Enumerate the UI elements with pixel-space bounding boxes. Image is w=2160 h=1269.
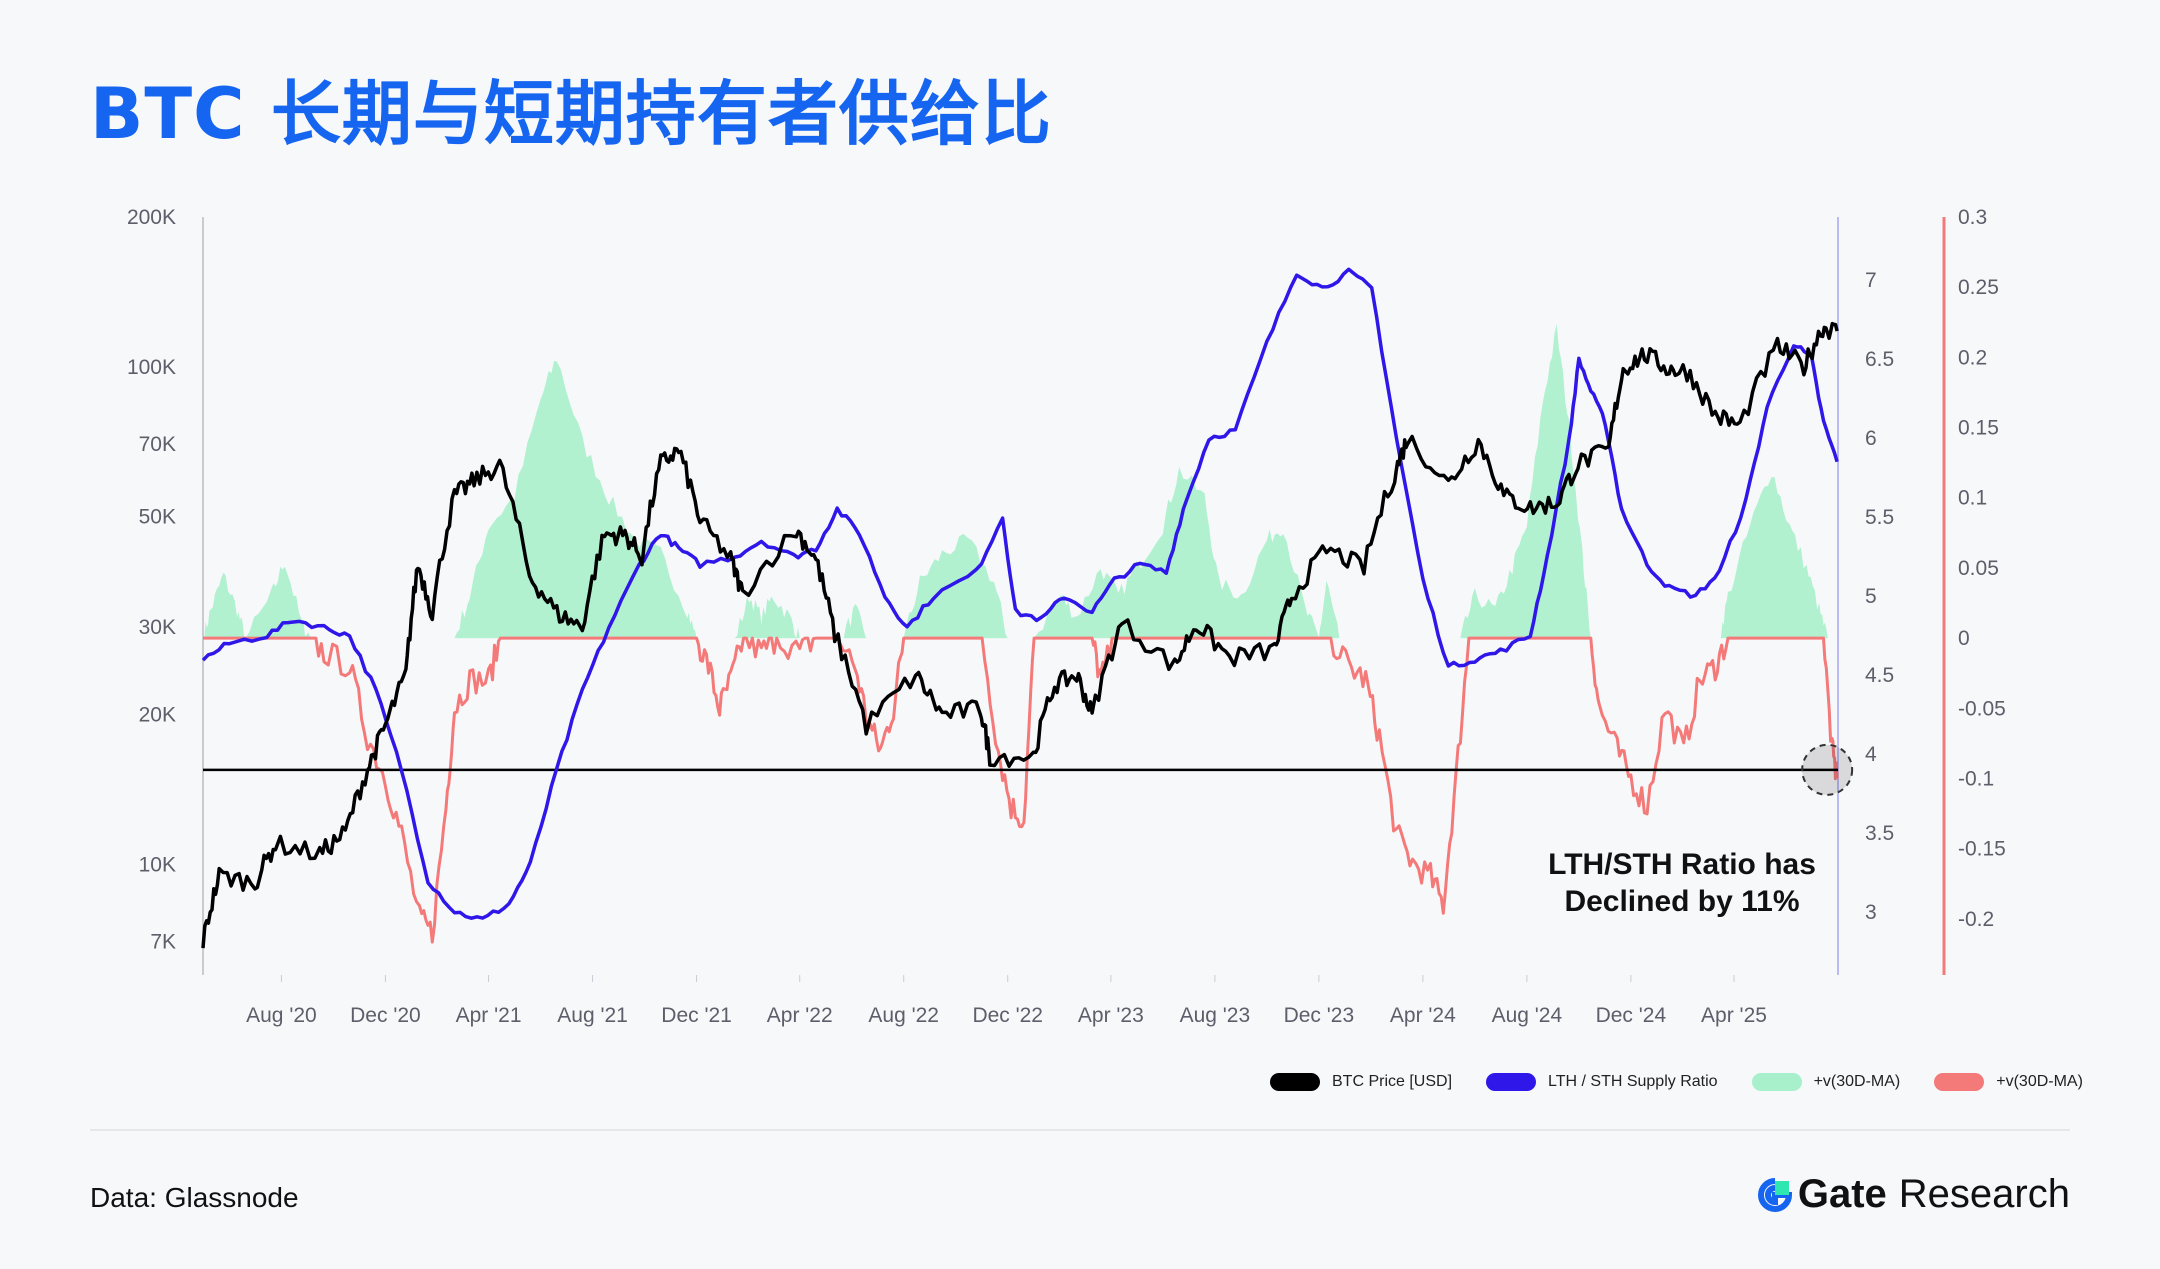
legend-label: +v(30D-MA) xyxy=(1813,1073,1901,1090)
y-middle-tick-label: 3 xyxy=(1865,901,1877,924)
x-tick-label: Apr '21 xyxy=(456,1004,522,1027)
legend-item: +v(30D-MA) xyxy=(1751,1073,1901,1091)
btc-price-line xyxy=(201,321,1839,949)
y-right-tick-label: 0 xyxy=(1958,627,1970,650)
x-tick-label: Aug '23 xyxy=(1180,1004,1251,1027)
negative-line xyxy=(203,636,1839,944)
x-tick-label: Apr '25 xyxy=(1701,1004,1767,1027)
x-tick-label: Dec '21 xyxy=(661,1004,732,1027)
y-left-tick-label: 30K xyxy=(139,616,176,639)
legend-label: +v(30D-MA) xyxy=(1996,1073,2083,1090)
x-tick-label: Dec '24 xyxy=(1596,1004,1667,1027)
positive-area xyxy=(203,323,1828,639)
y-middle-tick-label: 4.5 xyxy=(1865,664,1894,687)
y-right-tick-label: -0.2 xyxy=(1958,908,1994,931)
legend-swatch xyxy=(1486,1073,1537,1091)
annotation-line-1: LTH/STH Ratio has xyxy=(1548,848,1816,881)
x-tick-label: Dec '20 xyxy=(350,1004,421,1027)
y-middle-tick-label: 4 xyxy=(1865,743,1877,766)
x-tick-label: Aug '21 xyxy=(557,1004,628,1027)
y-right-tick-label: 0.05 xyxy=(1958,557,1999,580)
chart-legend: BTC Price [USD] LTH / STH Supply Ratio +v(… xyxy=(1270,1067,2117,1097)
y-left-tick-label: 10K xyxy=(139,854,176,877)
y-left-tick-label: 50K xyxy=(139,506,176,529)
brand-logo: Gate Research xyxy=(1757,1172,2070,1217)
annotation-line-2: Declined by 11% xyxy=(1564,885,1799,918)
legend-swatch xyxy=(1751,1073,1802,1091)
y-left-tick-label: 200K xyxy=(127,206,176,229)
legend-label: BTC Price [USD] xyxy=(1332,1073,1453,1090)
y-right-tick-label: 0.3 xyxy=(1958,206,1987,229)
x-tick-label: Dec '22 xyxy=(972,1004,1043,1027)
legend-label: LTH / STH Supply Ratio xyxy=(1548,1073,1718,1090)
y-right-tick-label: 0.1 xyxy=(1958,487,1987,510)
y-left-tick-label: 20K xyxy=(139,704,176,727)
y-middle-tick-label: 3.5 xyxy=(1865,822,1894,845)
brand-subtitle: Research xyxy=(1898,1172,2070,1216)
gate-logo-icon xyxy=(1757,1177,1792,1212)
y-left-tick-label: 7K xyxy=(150,931,176,954)
y-right-tick-label: 0.25 xyxy=(1958,276,1999,299)
data-source: Data: Glassnode xyxy=(90,1182,299,1213)
x-tick-label: Aug '24 xyxy=(1492,1004,1563,1027)
y-right-tick-label: 0.2 xyxy=(1958,346,1987,369)
legend-item: +v(30D-MA) xyxy=(1934,1073,2083,1091)
y-middle-tick-label: 7 xyxy=(1865,269,1877,292)
x-tick-label: Apr '23 xyxy=(1078,1004,1144,1027)
chart-title: BTC 长期与短期持有者供给比 xyxy=(90,73,1052,155)
y-right-tick-label: 0.15 xyxy=(1958,417,1999,440)
legend-swatch xyxy=(1934,1073,1985,1091)
legend-swatch xyxy=(1270,1073,1320,1091)
lth-sth-ratio-line xyxy=(201,267,1839,920)
legend-item: LTH / STH Supply Ratio xyxy=(1486,1073,1718,1091)
y-left-tick-label: 100K xyxy=(127,356,176,379)
y-right-tick-label: -0.05 xyxy=(1958,697,2006,720)
brand-name: Gate xyxy=(1797,1172,1887,1216)
y-right-tick-label: -0.1 xyxy=(1958,767,1994,790)
footer-divider xyxy=(90,1129,2070,1131)
legend-item: BTC Price [USD] xyxy=(1270,1073,1452,1091)
y-middle-tick-label: 6 xyxy=(1865,427,1877,450)
y-middle-tick-label: 6.5 xyxy=(1865,348,1894,371)
x-tick-label: Aug '20 xyxy=(246,1004,317,1027)
x-tick-label: Apr '22 xyxy=(767,1004,833,1027)
x-tick-label: Aug '22 xyxy=(868,1004,939,1027)
x-tick-label: Dec '23 xyxy=(1284,1004,1355,1027)
x-tick-label: Apr '24 xyxy=(1390,1004,1456,1027)
highlight-circle xyxy=(1801,743,1854,796)
y-left-tick-label: 70K xyxy=(139,433,176,456)
y-middle-tick-label: 5.5 xyxy=(1865,506,1894,529)
y-right-tick-label: -0.15 xyxy=(1958,838,2006,861)
y-middle-tick-label: 5 xyxy=(1865,585,1877,608)
